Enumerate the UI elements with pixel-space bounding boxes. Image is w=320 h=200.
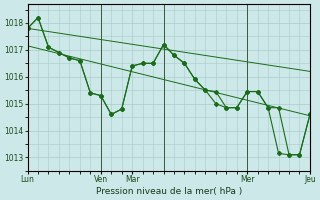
X-axis label: Pression niveau de la mer( hPa ): Pression niveau de la mer( hPa ) <box>96 187 242 196</box>
